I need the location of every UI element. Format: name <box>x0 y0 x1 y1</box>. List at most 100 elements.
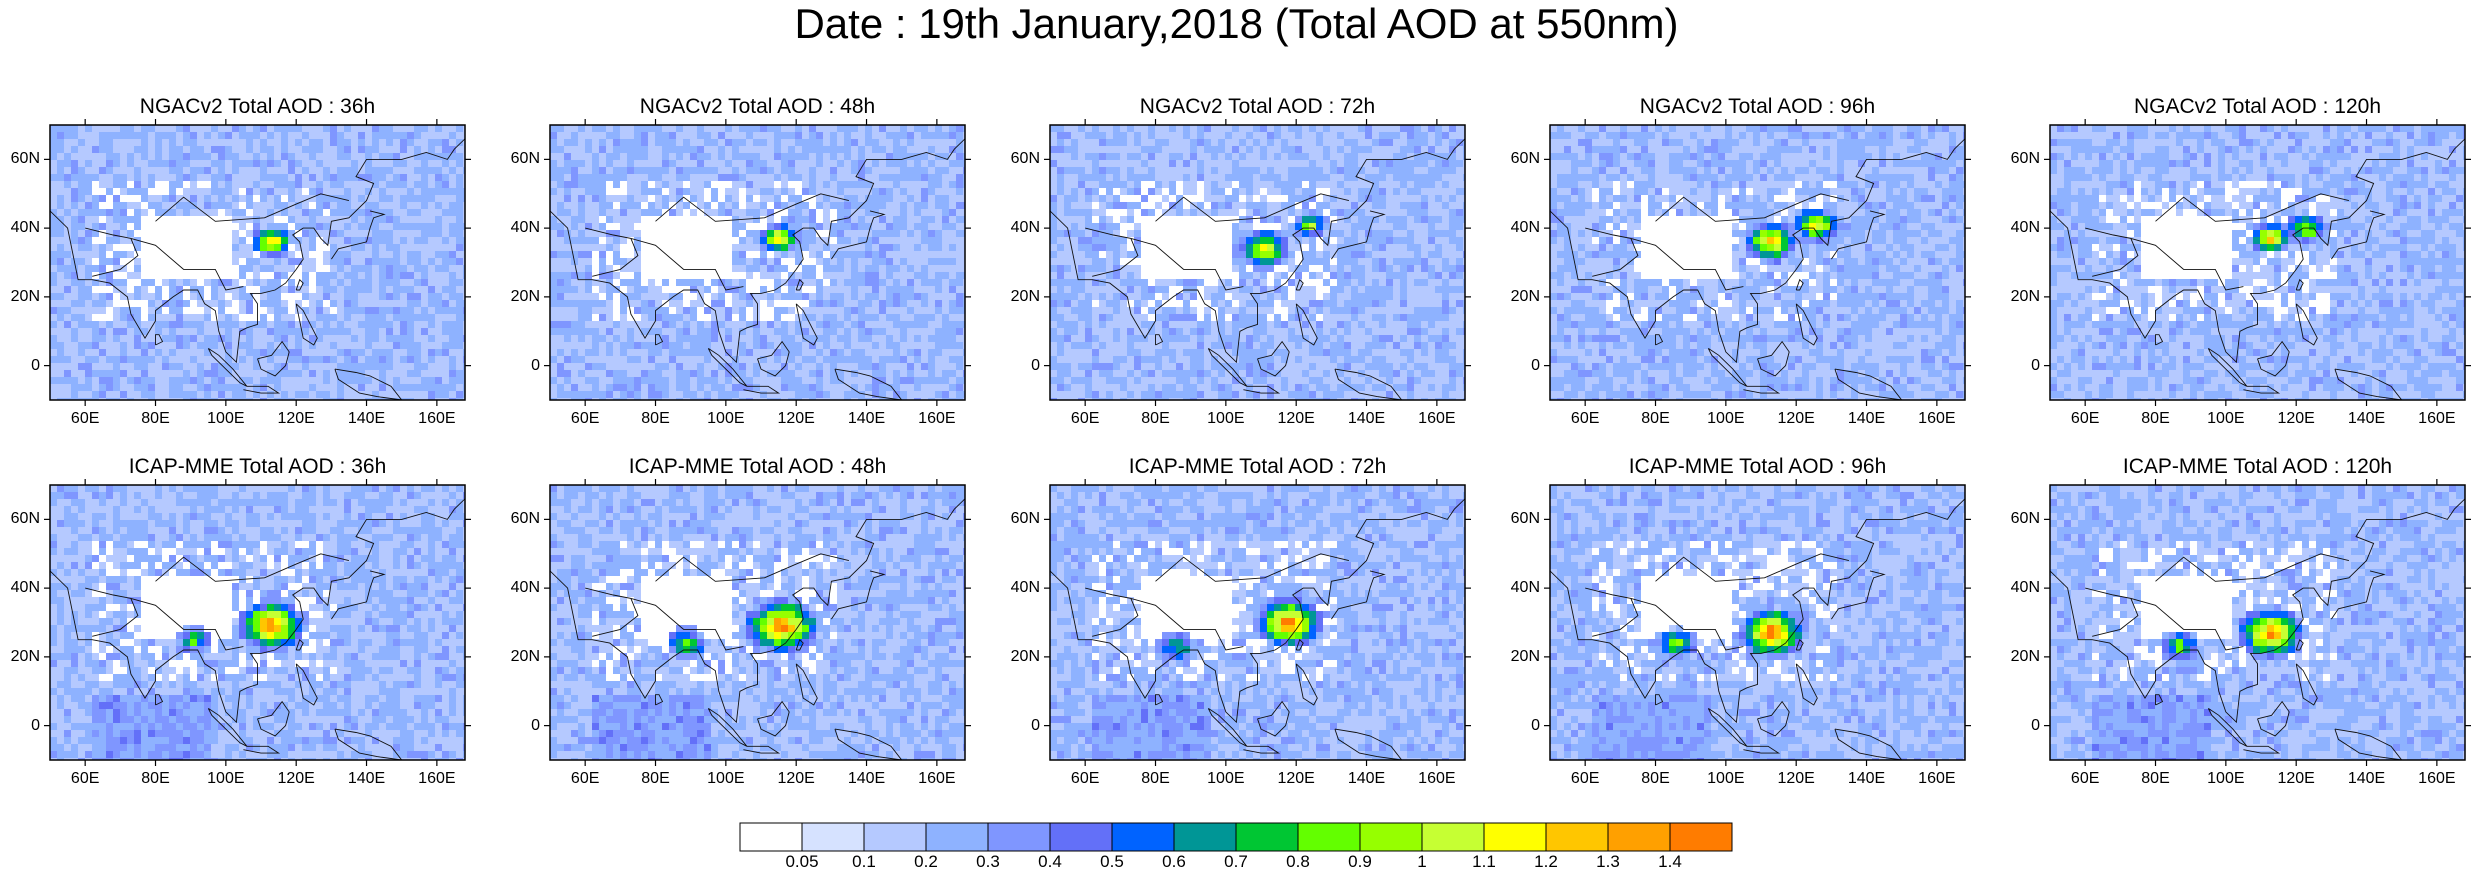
colorbar-swatch <box>1049 822 1113 852</box>
lon-tick-label: 60E <box>2060 770 2110 788</box>
lon-tick-label: 100E <box>1201 410 1251 428</box>
colorbar-swatch <box>801 822 865 852</box>
lat-tick-label: 40N <box>1500 579 1540 597</box>
colorbar-swatch <box>1483 822 1547 852</box>
lon-tick-label: 160E <box>1412 770 1462 788</box>
coastlines <box>1550 498 1965 760</box>
aod-field <box>550 125 965 400</box>
lat-tick-label: 0 <box>2000 357 2040 375</box>
lat-tick-label: 60N <box>1000 150 1040 168</box>
lon-tick-label: 120E <box>1771 410 1821 428</box>
lat-tick-label: 0 <box>1500 357 1540 375</box>
aod-field <box>2050 485 2465 760</box>
lon-tick-label: 140E <box>342 770 392 788</box>
colorbar-label: 0.6 <box>1149 852 1199 872</box>
lon-tick-label: 80E <box>631 410 681 428</box>
lon-tick-label: 100E <box>201 770 251 788</box>
lat-tick-label: 40N <box>500 219 540 237</box>
lat-tick-label: 20N <box>2000 288 2040 306</box>
map-panel-4 <box>1544 119 1971 406</box>
lon-tick-label: 140E <box>2342 410 2392 428</box>
colorbar-swatch <box>1235 822 1299 852</box>
lat-tick-label: 20N <box>500 288 540 306</box>
lat-tick-label: 40N <box>1500 219 1540 237</box>
map-panel-5 <box>2044 119 2471 406</box>
colorbar-label: 1.2 <box>1521 852 1571 872</box>
lon-tick-label: 160E <box>1412 410 1462 428</box>
lat-tick-label: 40N <box>0 579 40 597</box>
lon-tick-label: 100E <box>1701 410 1751 428</box>
colorbar-swatch <box>1359 822 1423 852</box>
lat-tick-label: 20N <box>500 648 540 666</box>
panel-title: NGACv2 Total AOD : 48h <box>548 95 968 119</box>
coastlines <box>1050 498 1465 760</box>
lat-tick-label: 20N <box>1500 648 1540 666</box>
aod-field <box>1050 485 1465 760</box>
colorbar-swatch <box>1111 822 1175 852</box>
lon-tick-label: 60E <box>560 410 610 428</box>
colorbar-label: 0.4 <box>1025 852 1075 872</box>
lon-tick-label: 80E <box>131 770 181 788</box>
lon-tick-label: 160E <box>2412 410 2462 428</box>
lat-tick-label: 0 <box>1500 717 1540 735</box>
lon-tick-label: 100E <box>1201 770 1251 788</box>
map-panel-1 <box>44 119 471 406</box>
lat-tick-label: 60N <box>0 510 40 528</box>
lon-tick-label: 120E <box>771 410 821 428</box>
lon-tick-label: 80E <box>1131 770 1181 788</box>
lon-tick-label: 100E <box>701 770 751 788</box>
lon-tick-label: 160E <box>412 410 462 428</box>
lon-tick-label: 120E <box>1271 770 1321 788</box>
colorbar-swatch <box>739 822 803 852</box>
panel-title: ICAP-MME Total AOD : 120h <box>2048 455 2468 479</box>
panel-title: ICAP-MME Total AOD : 48h <box>548 455 968 479</box>
lat-tick-label: 0 <box>0 357 40 375</box>
lat-tick-label: 60N <box>2000 510 2040 528</box>
colorbar-swatch <box>863 822 927 852</box>
lon-tick-label: 120E <box>271 410 321 428</box>
lon-tick-label: 80E <box>2131 410 2181 428</box>
lon-tick-label: 80E <box>131 410 181 428</box>
coastlines <box>550 498 965 760</box>
lon-tick-label: 60E <box>1560 410 1610 428</box>
colorbar-label: 0.9 <box>1335 852 1385 872</box>
lat-tick-label: 20N <box>0 288 40 306</box>
lon-tick-label: 140E <box>1842 410 1892 428</box>
lon-tick-label: 120E <box>271 770 321 788</box>
lon-tick-label: 60E <box>60 770 110 788</box>
map-panel-10 <box>2044 479 2471 766</box>
coastlines <box>2050 138 2465 400</box>
lat-tick-label: 20N <box>1500 288 1540 306</box>
lat-tick-label: 20N <box>0 648 40 666</box>
panel-frame <box>1049 124 1466 401</box>
colorbar-label: 0.1 <box>839 852 889 872</box>
lat-tick-label: 40N <box>2000 219 2040 237</box>
aod-field <box>50 125 465 400</box>
panel-frame <box>2049 484 2466 761</box>
lon-tick-label: 160E <box>1912 410 1962 428</box>
lon-tick-label: 60E <box>2060 410 2110 428</box>
figure-title: Date : 19th January,2018 (Total AOD at 5… <box>0 2 2473 46</box>
aod-field <box>550 485 965 760</box>
colorbar-swatch <box>1545 822 1609 852</box>
coastlines <box>1050 138 1465 400</box>
lat-tick-label: 40N <box>1000 219 1040 237</box>
lon-tick-label: 100E <box>201 410 251 428</box>
panel-title: NGACv2 Total AOD : 72h <box>1048 95 1468 119</box>
lon-tick-label: 60E <box>60 410 110 428</box>
panel-frame <box>49 124 466 401</box>
lat-tick-label: 60N <box>0 150 40 168</box>
lon-tick-label: 140E <box>842 770 892 788</box>
lat-tick-label: 60N <box>500 150 540 168</box>
colorbar-label: 1.1 <box>1459 852 1509 872</box>
lon-tick-label: 80E <box>631 770 681 788</box>
lon-tick-label: 100E <box>701 410 751 428</box>
coastlines <box>550 138 965 400</box>
lon-tick-label: 60E <box>560 770 610 788</box>
lat-tick-label: 20N <box>1000 648 1040 666</box>
panel-title: ICAP-MME Total AOD : 36h <box>48 455 468 479</box>
lon-tick-label: 160E <box>412 770 462 788</box>
panel-frame <box>2049 124 2466 401</box>
coastlines <box>50 138 465 400</box>
